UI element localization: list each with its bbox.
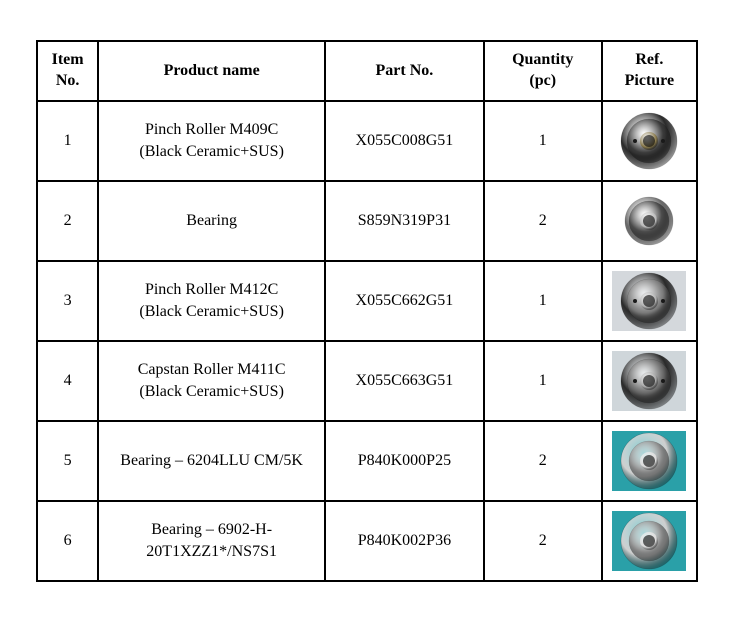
cell-part-no: X055C008G51 [325,101,484,181]
cell-item-no: 3 [37,261,98,341]
product-name-text: Pinch Roller M412C [145,281,278,298]
cell-item-no: 5 [37,421,98,501]
product-name-text: (Black Ceramic+SUS) [139,143,284,160]
cell-part-no: P840K002P36 [325,501,484,581]
header-text: Product name [164,62,260,79]
header-row: Item No. Product name Part No. Quantity … [37,41,697,101]
product-name-text: Pinch Roller M409C [145,121,278,138]
table-row: 5 Bearing – 6204LLU CM/5K P840K000P25 2 [37,421,697,501]
table-body: 1 Pinch Roller M409C(Black Ceramic+SUS) … [37,101,697,581]
part-thumbnail-icon [612,431,686,491]
cell-part-no: P840K000P25 [325,421,484,501]
cell-product-name: Pinch Roller M409C (Black Ceramic+SUS) [98,101,325,181]
product-name-text: (Black Ceramic+SUS) [139,303,284,320]
product-name-text: Bearing – 6902-H- [151,521,272,538]
header-text: Ref. [635,51,663,68]
col-header-ref-picture: Ref. Picture [602,41,697,101]
cell-product-name: Bearing – 6204LLU CM/5K [98,421,325,501]
header-text: Picture [625,72,674,89]
col-header-quantity: Quantity (pc) [484,41,602,101]
product-name-text: 20T1XZZ1*/NS7S1 [146,543,277,560]
cell-ref-picture [602,101,697,181]
col-header-part-no: Part No. [325,41,484,101]
header-text: No. [56,72,80,89]
cell-part-no: X055C662G51 [325,261,484,341]
table-row: 1 Pinch Roller M409C(Black Ceramic+SUS) … [37,101,697,181]
header-text: Item [52,51,84,68]
col-header-product-name: Product name [98,41,325,101]
cell-ref-picture [602,501,697,581]
table-row: 2 Bearing S859N319P31 2 [37,181,697,261]
cell-quantity: 1 [484,261,602,341]
cell-product-name: Bearing – 6902-H- 20T1XZZ1*/NS7S1 [98,501,325,581]
product-name-text: Capstan Roller M411C [138,361,286,378]
part-thumbnail-icon [612,351,686,411]
cell-product-name: Pinch Roller M412C (Black Ceramic+SUS) [98,261,325,341]
cell-ref-picture [602,261,697,341]
header-text: Part No. [376,62,434,79]
cell-quantity: 1 [484,341,602,421]
cell-part-no: X055C663G51 [325,341,484,421]
part-thumbnail-icon [612,111,686,171]
table-row: 6 Bearing – 6902-H- 20T1XZZ1*/NS7S1 P840K… [37,501,697,581]
cell-part-no: S859N319P31 [325,181,484,261]
cell-quantity: 2 [484,181,602,261]
cell-quantity: 2 [484,501,602,581]
cell-item-no: 6 [37,501,98,581]
cell-item-no: 4 [37,341,98,421]
cell-ref-picture [602,341,697,421]
header-text: (pc) [529,72,556,89]
cell-item-no: 2 [37,181,98,261]
table-row: 4 Capstan Roller M411C (Black Ceramic+SUS… [37,341,697,421]
product-name-text: Bearing – 6204LLU CM/5K [120,452,303,469]
cell-quantity: 2 [484,421,602,501]
cell-ref-picture [602,181,697,261]
cell-product-name: Capstan Roller M411C (Black Ceramic+SUS) [98,341,325,421]
product-name-text: Bearing [186,212,237,229]
cell-product-name: Bearing [98,181,325,261]
cell-ref-picture [602,421,697,501]
header-text: Quantity [512,51,573,68]
cell-item-no: 1 [37,101,98,181]
col-header-item-no: Item No. [37,41,98,101]
parts-table: Item No. Product name Part No. Quantity … [36,40,698,582]
part-thumbnail-icon [612,191,686,251]
part-thumbnail-icon [612,271,686,331]
product-name-text: (Black Ceramic+SUS) [139,383,284,400]
table-row: 3 Pinch Roller M412C(Black Ceramic+SUS) … [37,261,697,341]
cell-quantity: 1 [484,101,602,181]
part-thumbnail-icon [612,511,686,571]
